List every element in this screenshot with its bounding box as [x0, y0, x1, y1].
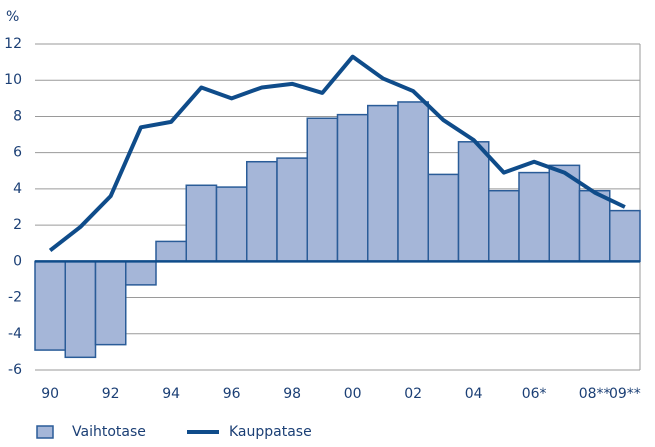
bar: [336, 113, 369, 263]
y-tick-label: 2: [13, 217, 22, 233]
bar: [578, 189, 611, 263]
bar: [125, 260, 157, 286]
y-tick-label: 0: [13, 253, 22, 269]
bar: [94, 260, 127, 346]
y-tick-label: 4: [13, 181, 22, 197]
line: [48, 54, 626, 253]
bar: [155, 240, 187, 263]
x-tick-label: 90: [41, 386, 59, 402]
bar: [367, 104, 399, 263]
bar: [488, 189, 520, 263]
x-tick-label: 00: [344, 386, 362, 402]
bar: [306, 117, 339, 263]
y-tick-label: 6: [13, 145, 22, 161]
bar: [518, 171, 550, 263]
y-tick-label: -6: [8, 362, 22, 378]
x-tick-label: 98: [283, 386, 301, 402]
y-tick-label: -4: [8, 326, 22, 342]
x-tick-label: 04: [465, 386, 483, 402]
y-tick-label: 8: [13, 108, 22, 124]
legend-label: Kauppatase: [229, 424, 312, 440]
y-axis-label: %: [6, 9, 19, 25]
bar: [246, 160, 278, 263]
bar: [397, 101, 429, 263]
bar: [34, 260, 66, 351]
legend-swatch: [36, 425, 54, 439]
x-tick-label: 09**: [609, 386, 641, 402]
bar: [64, 260, 97, 359]
x-tick-label: 02: [404, 386, 422, 402]
x-tick-label: 06*: [522, 386, 547, 402]
y-tick-label: 12: [4, 36, 22, 52]
bar: [609, 209, 641, 263]
x-tick-label: 94: [162, 386, 180, 402]
bar: [215, 186, 248, 263]
bar: [185, 184, 218, 263]
bar: [457, 141, 490, 263]
x-tick-label: 08**: [579, 386, 611, 402]
legend-label: Vaihtotase: [72, 424, 146, 440]
bar: [427, 173, 460, 263]
y-tick-label: -2: [8, 290, 22, 306]
bar: [276, 157, 308, 263]
x-tick-label: 96: [223, 386, 241, 402]
y-tick-label: 10: [4, 72, 22, 88]
x-tick-label: 92: [102, 386, 120, 402]
